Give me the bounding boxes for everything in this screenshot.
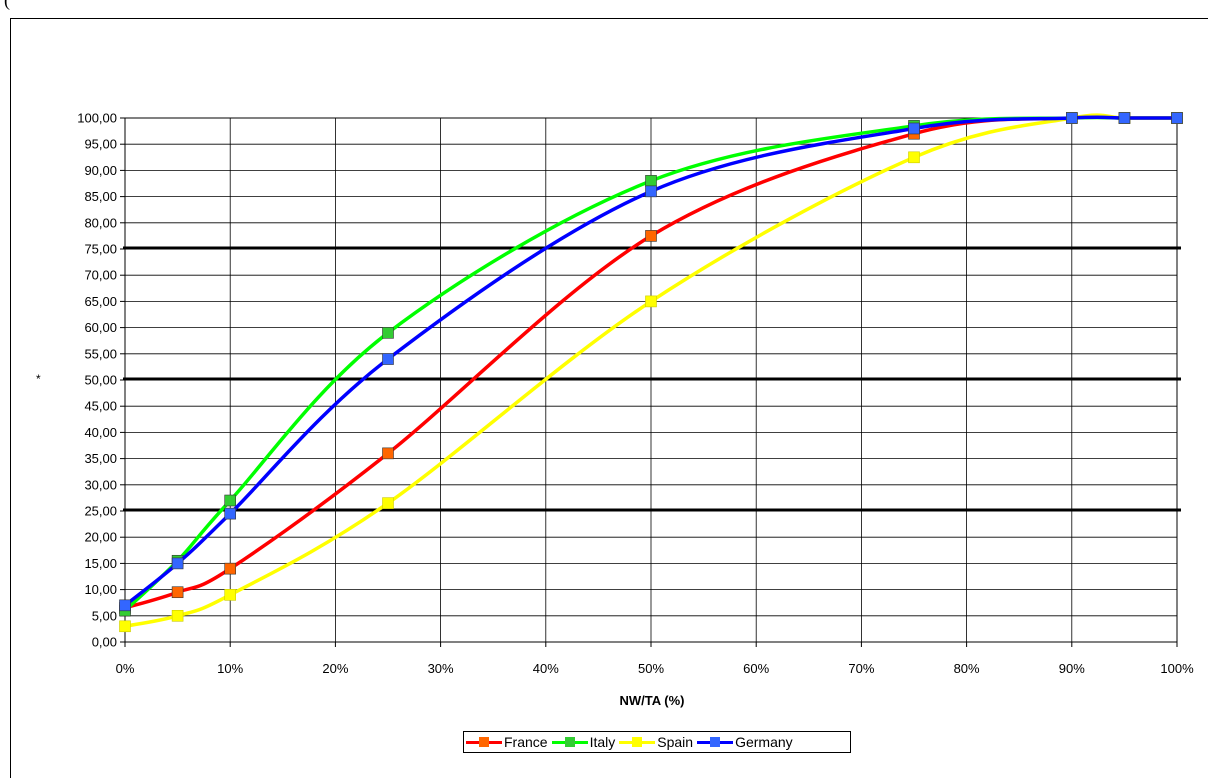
data-point-germany [646, 186, 657, 197]
data-point-germany [120, 600, 131, 611]
x-tick-label: 60% [743, 661, 769, 676]
data-point-germany [1119, 113, 1130, 124]
x-tick-label: 10% [217, 661, 243, 676]
y-tick-label: 50,00 [84, 373, 117, 388]
legend-label-spain: Spain [657, 734, 693, 750]
y-tick-label: 75,00 [84, 242, 117, 257]
x-tick-label: 100% [1160, 661, 1194, 676]
y-tick-label: 35,00 [84, 451, 117, 466]
data-point-spain [120, 621, 131, 632]
data-point-germany [225, 508, 236, 519]
y-tick-label: 15,00 [84, 556, 117, 571]
x-tick-label: 0% [116, 661, 135, 676]
x-tick-label: 30% [428, 661, 454, 676]
y-tick-label: 100,00 [77, 111, 117, 126]
legend-label-italy: Italy [590, 734, 616, 750]
data-point-italy [225, 495, 236, 506]
data-point-germany [383, 354, 394, 365]
y-tick-label: 65,00 [84, 294, 117, 309]
x-tick-label: 40% [533, 661, 559, 676]
legend-item-spain: Spain [619, 734, 693, 750]
y-tick-label: 0,00 [92, 635, 117, 650]
data-point-spain [646, 296, 657, 307]
data-point-france [646, 230, 657, 241]
data-point-france [383, 448, 394, 459]
y-tick-label: 60,00 [84, 320, 117, 335]
data-point-italy [383, 327, 394, 338]
legend-label-germany: Germany [735, 734, 793, 750]
y-tick-label: 90,00 [84, 163, 117, 178]
legend-item-italy: Italy [552, 734, 616, 750]
x-tick-label: 50% [638, 661, 664, 676]
data-point-italy [646, 175, 657, 186]
data-point-spain [383, 498, 394, 509]
y-tick-label: 70,00 [84, 268, 117, 283]
legend-swatch-italy [552, 736, 588, 748]
data-point-spain [172, 610, 183, 621]
legend-item-germany: Germany [697, 734, 793, 750]
chart-legend: France Italy Spain Germany [463, 731, 851, 753]
data-point-germany [1066, 113, 1077, 124]
y-tick-label: 55,00 [84, 346, 117, 361]
y-tick-label: 95,00 [84, 137, 117, 152]
y-tick-label: 20,00 [84, 530, 117, 545]
data-point-spain [225, 589, 236, 600]
y-tick-label: 80,00 [84, 215, 117, 230]
x-tick-label: 80% [954, 661, 980, 676]
data-point-germany [1172, 113, 1183, 124]
x-tick-label: 90% [1059, 661, 1085, 676]
legend-item-france: France [466, 734, 548, 750]
data-point-spain [909, 152, 920, 163]
tick-labels: 0,00 5,00 10,00 15,00 20,00 25,00 30,00 35,00 40… [77, 111, 1194, 677]
x-tick-label: 70% [848, 661, 874, 676]
data-point-france [172, 587, 183, 598]
y-tick-label: 30,00 [84, 477, 117, 492]
data-point-germany [172, 558, 183, 569]
y-tick-label: 40,00 [84, 425, 117, 440]
x-tick-label: 20% [322, 661, 348, 676]
y-tick-label: 5,00 [92, 608, 117, 623]
legend-swatch-france [466, 736, 502, 748]
x-axis-label: NW/TA (%) [620, 693, 685, 708]
data-point-france [225, 563, 236, 574]
y-tick-label: 10,00 [84, 582, 117, 597]
data-point-germany [909, 123, 920, 134]
y-axis-label: * [36, 372, 41, 386]
y-tick-label: 45,00 [84, 399, 117, 414]
y-tick-label: 25,00 [84, 504, 117, 519]
line-chart: 0,00 5,00 10,00 15,00 20,00 25,00 30,00 35,00 40… [0, 0, 1208, 760]
y-tick-label: 85,00 [84, 189, 117, 204]
legend-label-france: France [504, 734, 548, 750]
legend-swatch-spain [619, 736, 655, 748]
reference-lines [123, 248, 1181, 510]
legend-swatch-germany [697, 736, 733, 748]
